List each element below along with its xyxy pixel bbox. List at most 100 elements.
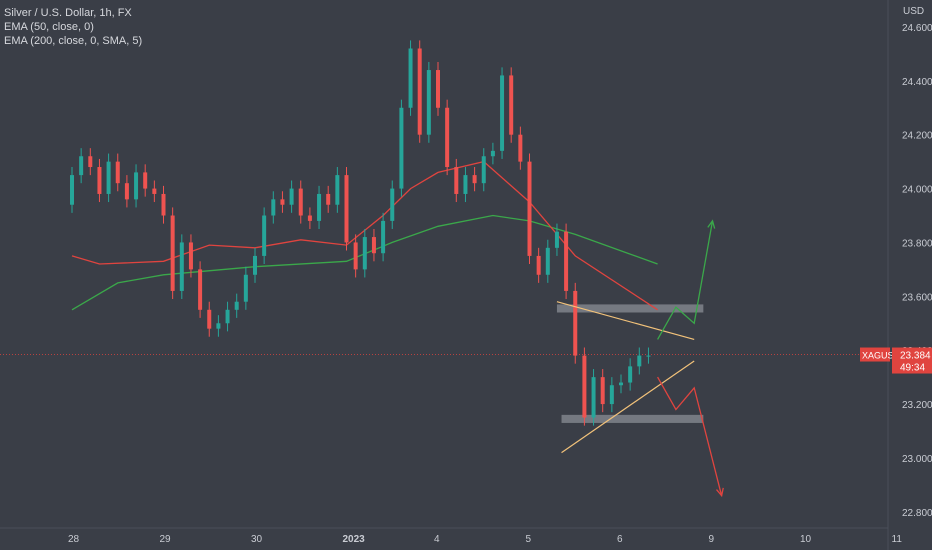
candle-body	[390, 188, 395, 221]
candle-body	[326, 193, 331, 205]
candle-body	[234, 301, 239, 310]
candle-body	[536, 255, 541, 275]
candle-body	[179, 242, 184, 291]
candle-body	[500, 75, 505, 151]
candle-body	[445, 107, 450, 168]
y-tick-label: 23.200	[902, 400, 932, 411]
candle-body	[609, 385, 614, 405]
candle-body	[426, 70, 431, 135]
candle-body	[509, 75, 514, 135]
last-price-box	[892, 347, 932, 374]
indicator-ema200: EMA (200, close, 0, SMA, 5)	[4, 35, 143, 47]
candle-body	[317, 193, 322, 221]
candle-body	[481, 156, 486, 184]
candle-body	[371, 237, 376, 254]
candle-body	[207, 309, 212, 329]
candle-body	[188, 242, 193, 270]
candle-body	[454, 167, 459, 194]
y-tick-label: 24.000	[902, 185, 932, 196]
candle-body	[518, 134, 523, 162]
y-tick-label: 23.600	[902, 292, 932, 303]
candle-body	[637, 355, 642, 367]
candle-body	[97, 167, 102, 194]
candle-body	[298, 188, 303, 216]
trendline	[561, 360, 695, 454]
candle-body	[124, 183, 129, 200]
support-resistance-zone	[556, 304, 704, 313]
candle-body	[582, 355, 587, 418]
symbol-label-box	[860, 347, 890, 362]
scenario-down-arrow-head	[716, 487, 724, 498]
y-tick-label: 24.400	[902, 77, 932, 88]
candle-body	[619, 382, 623, 386]
candle-body	[262, 215, 267, 256]
candle-body	[152, 188, 157, 194]
candle-body	[408, 48, 413, 108]
scenario-up-arrow	[657, 220, 714, 340]
countdown-label: 49:34	[900, 363, 925, 374]
candle-body	[436, 70, 440, 108]
chart-legend: Silver / U.S. Dollar, 1h, FX EMA (50, cl…	[4, 6, 142, 48]
indicator-ema50: EMA (50, close, 0)	[4, 21, 94, 33]
candle-body	[353, 242, 358, 270]
candle-body	[573, 290, 578, 356]
candle-body	[591, 377, 596, 418]
candle-body	[106, 161, 111, 194]
candle-body	[362, 237, 367, 270]
candle-body	[628, 366, 633, 383]
candle-body	[88, 156, 93, 168]
candle-body	[399, 107, 404, 189]
candle-body	[79, 156, 84, 176]
candle-body	[417, 48, 422, 135]
x-tick-label: 6	[617, 534, 623, 545]
candle-body	[307, 215, 312, 221]
candle-body	[527, 161, 532, 256]
x-tick-label: 9	[709, 534, 715, 545]
candle-body	[490, 150, 495, 157]
trendline	[556, 301, 695, 341]
scenario-up-arrow-head	[707, 219, 716, 229]
y-unit-label: USD	[903, 6, 924, 17]
candle-body	[289, 188, 294, 205]
candle-body	[646, 355, 651, 357]
candle-body	[225, 309, 230, 324]
support-resistance-zone	[561, 414, 704, 423]
y-tick-label: 23.800	[902, 238, 932, 249]
last-price-label: 23.384	[900, 351, 931, 362]
candle-body	[554, 231, 559, 248]
symbol-label: XAGUSD	[862, 351, 901, 361]
x-tick-label: 4	[434, 534, 440, 545]
candle-body	[335, 175, 340, 205]
ema200-line	[71, 214, 658, 311]
candle-body	[70, 175, 74, 205]
x-tick-label: 10	[800, 534, 812, 545]
candle-body	[381, 220, 386, 254]
y-tick-label: 24.600	[902, 23, 932, 34]
candle-body	[243, 274, 248, 302]
candle-body	[600, 377, 605, 405]
x-tick-label: 5	[526, 534, 532, 545]
y-tick-label: 23.000	[902, 454, 932, 465]
x-tick-label: 2023	[343, 534, 366, 545]
candle-body	[463, 175, 468, 194]
x-tick-label: 30	[251, 534, 263, 545]
scenario-down-arrow	[657, 376, 723, 496]
y-tick-label: 22.800	[902, 508, 932, 519]
candle-body	[198, 269, 203, 310]
candle-body	[253, 255, 257, 275]
candle-body	[280, 199, 285, 205]
y-tick-label: 24.200	[902, 131, 932, 142]
x-tick-label: 28	[68, 534, 80, 545]
candle-body	[545, 247, 550, 275]
candle-body	[134, 172, 139, 200]
candle-body	[271, 199, 276, 216]
candle-body	[344, 175, 349, 243]
chart-title: Silver / U.S. Dollar, 1h, FX	[4, 7, 132, 19]
candle-body	[564, 231, 569, 291]
candle-body	[143, 172, 148, 189]
candle-body	[115, 161, 120, 184]
x-tick-label: 29	[160, 534, 172, 545]
